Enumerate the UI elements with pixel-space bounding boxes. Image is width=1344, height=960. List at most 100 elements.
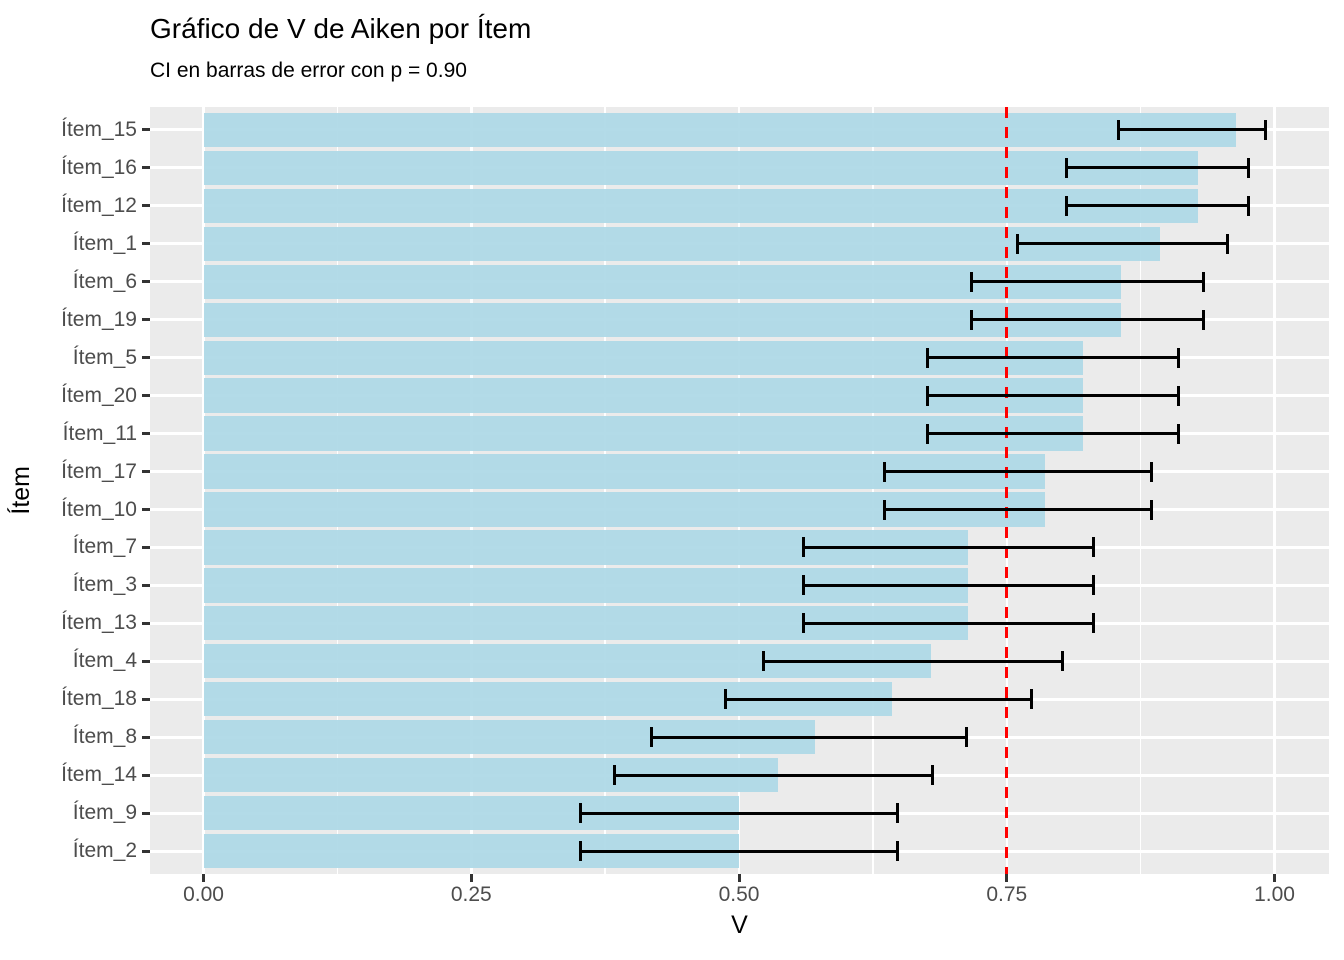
error-bar-line: [1066, 166, 1249, 170]
gridline-minor-x: [872, 107, 874, 874]
x-axis-tick: [1273, 874, 1276, 882]
error-bar-cap-high: [1247, 157, 1251, 178]
error-bar-cap-high: [1029, 689, 1033, 710]
error-bar-line: [884, 470, 1152, 474]
y-tick-label: Ítem_7: [72, 535, 137, 559]
y-tick-label: Ítem_18: [61, 687, 137, 711]
bar: [203, 188, 1199, 223]
y-axis-tick: [142, 621, 150, 625]
y-tick-label: Ítem_5: [72, 345, 137, 369]
error-bar-line: [1017, 242, 1228, 246]
error-bar-line: [1066, 204, 1249, 208]
error-bar-line: [927, 356, 1179, 360]
bar: [203, 226, 1160, 261]
y-axis-tick: [142, 280, 150, 284]
error-bar-line: [927, 394, 1179, 398]
chart-title: Gráfico de V de Aiken por Ítem: [150, 13, 532, 44]
error-bar-line: [971, 318, 1204, 322]
error-bar-line: [580, 849, 898, 853]
error-bar-line: [614, 773, 933, 777]
x-tick-label: 0.50: [718, 883, 760, 906]
error-bar-line: [803, 545, 1094, 549]
error-bar-line: [803, 621, 1094, 625]
error-bar-cap-high: [964, 727, 968, 748]
error-bar-cap-low: [1065, 157, 1069, 178]
y-tick-label: Ítem_17: [61, 459, 137, 483]
y-tick-label: Ítem_20: [61, 383, 137, 407]
y-axis-title: Ítem: [4, 107, 38, 874]
error-bar-line: [651, 735, 967, 739]
bar: [203, 264, 1122, 299]
error-bar-line: [580, 811, 898, 815]
y-axis-tick: [142, 697, 150, 701]
x-tick-label: 1.00: [1254, 883, 1295, 906]
error-bar-cap-low: [883, 499, 887, 520]
x-axis-tick: [737, 874, 741, 882]
y-axis-tick: [142, 735, 150, 739]
y-axis-tick: [142, 204, 150, 208]
y-tick-label: Ítem_19: [61, 307, 137, 331]
error-bar-line: [803, 583, 1094, 587]
y-axis-tick: [142, 659, 150, 663]
y-tick-label: Ítem_6: [72, 269, 137, 293]
error-bar-line: [725, 697, 1032, 701]
error-bar-cap-low: [1015, 233, 1019, 254]
error-bar-cap-high: [1176, 423, 1180, 444]
error-bar-cap-high: [1092, 537, 1095, 558]
chart-subtitle: CI en barras de error con p = 0.90: [150, 59, 467, 82]
y-tick-label: Ítem_8: [72, 725, 137, 749]
error-bar-cap-high: [896, 841, 899, 862]
y-axis-tick: [142, 811, 150, 815]
y-tick-label: Ítem_3: [72, 573, 137, 597]
error-bar-line: [971, 280, 1204, 284]
x-tick-label: 0.25: [450, 883, 492, 906]
error-bar-cap-low: [578, 841, 582, 862]
y-axis-tick: [142, 166, 150, 170]
gridline-major-x: [202, 107, 205, 874]
y-tick-label: Ítem_9: [72, 801, 137, 825]
error-bar-cap-high: [1176, 347, 1180, 368]
y-axis-tick: [142, 432, 150, 436]
gridline-major-x: [1273, 107, 1276, 874]
y-axis-tick: [142, 128, 150, 132]
error-bar-cap-low: [1116, 119, 1120, 140]
gridline-major-x: [470, 107, 473, 874]
y-axis-tick: [142, 356, 150, 360]
y-tick-label: Ítem_1: [72, 231, 137, 255]
error-bar-cap-low: [1065, 195, 1069, 216]
error-bar-cap-high: [1247, 195, 1251, 216]
plot-panel: [150, 107, 1329, 874]
error-bar-cap-high: [1092, 575, 1095, 596]
bar: [203, 150, 1199, 185]
x-tick-label: 0.00: [183, 883, 224, 906]
gridline-minor-x: [336, 107, 339, 874]
y-axis-tick: [142, 773, 150, 777]
y-tick-label: Ítem_11: [62, 421, 137, 445]
error-bar-cap-high: [1092, 613, 1095, 634]
error-bar-cap-high: [1149, 461, 1153, 482]
error-bar-cap-high: [1176, 385, 1180, 406]
y-axis-tick: [142, 470, 150, 474]
y-axis-tick: [142, 583, 150, 587]
y-tick-label: Ítem_4: [72, 649, 137, 673]
y-axis-tick: [142, 242, 150, 246]
error-bar-cap-low: [969, 271, 973, 292]
error-bar-cap-low: [723, 689, 727, 710]
error-bar-line: [884, 508, 1152, 511]
x-axis-tick: [202, 874, 205, 882]
error-bar-cap-low: [649, 727, 653, 748]
y-tick-label: Ítem_15: [61, 117, 137, 141]
error-bar-cap-low: [801, 537, 805, 558]
gridline-minor-x: [604, 107, 606, 874]
error-bar-cap-low: [925, 347, 929, 368]
error-bar-cap-high: [1149, 499, 1153, 520]
x-axis-tick: [1005, 874, 1009, 882]
error-bar-cap-high: [1225, 233, 1229, 254]
error-bar-cap-low: [578, 803, 582, 824]
y-tick-label: Ítem_13: [61, 611, 137, 635]
y-tick-label: Ítem_10: [61, 497, 137, 521]
error-bar-cap-low: [801, 613, 805, 634]
x-axis-tick: [469, 874, 473, 882]
error-bar-cap-high: [931, 765, 935, 786]
